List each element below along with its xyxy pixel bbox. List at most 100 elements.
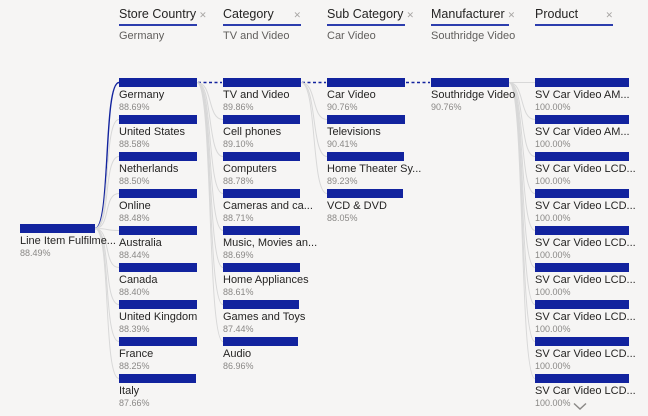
- node-value: 88.69%: [119, 102, 150, 112]
- connector: [196, 82, 224, 157]
- level-title[interactable]: Sub Category: [327, 7, 404, 21]
- scroll-down-chevron-icon[interactable]: [572, 398, 588, 416]
- node-label: Line Item Fulfilme...: [20, 235, 116, 247]
- node-label: Cameras and ca...: [223, 200, 313, 212]
- node-value-bar: [119, 152, 197, 161]
- node-value-bar: [20, 224, 95, 233]
- node-value: 88.61%: [223, 287, 254, 297]
- node-value: 100.00%: [535, 361, 571, 371]
- node-value-bar: [431, 78, 509, 87]
- tree-node-online[interactable]: Online 88.48%: [119, 189, 197, 223]
- tree-node-italy[interactable]: Italy 87.66%: [119, 374, 196, 408]
- node-value: 89.86%: [223, 102, 254, 112]
- node-value: 100.00%: [535, 250, 571, 260]
- remove-level-icon[interactable]: ✕: [293, 10, 301, 20]
- tree-node-cameras-and-ca[interactable]: Cameras and ca... 88.71%: [223, 189, 313, 223]
- tree-node-sv-car-video-lcd[interactable]: SV Car Video LCD... 100.00%: [535, 226, 636, 260]
- node-value-bar: [535, 78, 629, 87]
- node-label: Cell phones: [223, 126, 282, 138]
- tree-node-france[interactable]: France 88.25%: [119, 337, 197, 371]
- node-label: Home Appliances: [223, 274, 309, 286]
- tree-node-root[interactable]: Line Item Fulfilme... 88.49%: [20, 224, 116, 258]
- tree-node-sv-car-video-am[interactable]: SV Car Video AM... 100.00%: [535, 78, 630, 112]
- tree-node-computers[interactable]: Computers 88.78%: [223, 152, 300, 186]
- node-value-bar: [535, 337, 629, 346]
- tree-node-sv-car-video-lcd[interactable]: SV Car Video LCD... 100.00%: [535, 300, 636, 334]
- tree-node-southridge-video[interactable]: Southridge Video 90.76%: [431, 78, 515, 112]
- tree-node-united-kingdom[interactable]: United Kingdom 88.39%: [119, 300, 197, 334]
- node-value-bar: [327, 152, 404, 161]
- node-value-bar: [223, 337, 298, 346]
- node-label: Online: [119, 200, 151, 212]
- node-value-bar: [223, 300, 299, 309]
- node-label: SV Car Video AM...: [535, 126, 630, 138]
- tree-node-televisions[interactable]: Televisions 90.41%: [327, 115, 405, 149]
- tree-node-games-and-toys[interactable]: Games and Toys 87.44%: [223, 300, 305, 334]
- node-label: Televisions: [327, 126, 381, 138]
- node-value-bar: [119, 226, 197, 235]
- node-value: 88.44%: [119, 250, 150, 260]
- tree-node-vcd-dvd[interactable]: VCD & DVD 88.05%: [327, 189, 403, 223]
- tree-node-germany[interactable]: Germany 88.69%: [119, 78, 197, 112]
- connector: [94, 81, 120, 230]
- tree-node-sv-car-video-lcd[interactable]: SV Car Video LCD... 100.00%: [535, 337, 636, 371]
- connector: [94, 193, 120, 229]
- node-label: United States: [119, 126, 186, 138]
- level-header-category: Category ✕ TV and Video: [223, 7, 301, 42]
- node-label: Music, Movies an...: [223, 237, 318, 249]
- tree-node-home-appliances[interactable]: Home Appliances 88.61%: [223, 263, 309, 297]
- node-label: SV Car Video LCD...: [535, 200, 636, 212]
- level-header-row: Store Country ✕: [119, 7, 207, 26]
- tree-node-netherlands[interactable]: Netherlands 88.50%: [119, 152, 197, 186]
- connector: [508, 82, 536, 379]
- tree-node-music-movies-an[interactable]: Music, Movies an... 88.69%: [223, 226, 317, 260]
- remove-level-icon[interactable]: ✕: [605, 10, 613, 20]
- remove-level-icon[interactable]: ✕: [199, 10, 207, 20]
- node-value: 88.48%: [119, 213, 150, 223]
- tree-node-canada[interactable]: Canada 88.40%: [119, 263, 197, 297]
- level-title[interactable]: Product: [535, 7, 579, 21]
- remove-level-icon[interactable]: ✕: [406, 10, 414, 20]
- connector: [94, 156, 120, 229]
- tree-node-home-theater-sy[interactable]: Home Theater Sy... 89.23%: [327, 152, 421, 186]
- connector: [94, 119, 120, 229]
- tree-node-car-video[interactable]: Car Video 90.76%: [327, 78, 405, 112]
- node-value-bar: [327, 189, 403, 198]
- level-selected-value: Southridge Video: [431, 30, 516, 42]
- node-value-bar: [535, 300, 629, 309]
- node-value-bar: [535, 374, 629, 383]
- node-value: 88.25%: [119, 361, 150, 371]
- tree-node-sv-car-video-lcd[interactable]: SV Car Video LCD... 100.00%: [535, 263, 636, 297]
- tree-node-tv-and-video[interactable]: TV and Video 89.86%: [223, 78, 301, 112]
- tree-node-united-states[interactable]: United States 88.58%: [119, 115, 197, 149]
- tree-node-audio[interactable]: Audio 86.96%: [223, 337, 298, 371]
- tree-node-sv-car-video-lcd[interactable]: SV Car Video LCD... 100.00%: [535, 189, 636, 223]
- tree-node-cell-phones[interactable]: Cell phones 89.10%: [223, 115, 300, 149]
- node-label: Games and Toys: [223, 311, 306, 323]
- node-value: 90.41%: [327, 139, 358, 149]
- node-value-bar: [119, 78, 197, 87]
- level-title[interactable]: Category: [223, 7, 274, 21]
- connector: [508, 82, 536, 157]
- node-value-bar: [119, 300, 197, 309]
- tree-node-sv-car-video-lcd[interactable]: SV Car Video LCD... 100.00%: [535, 152, 636, 186]
- node-value: 88.49%: [20, 248, 51, 258]
- node-value-bar: [119, 337, 197, 346]
- connector: [94, 228, 120, 231]
- node-value-bar: [223, 115, 300, 124]
- node-label: SV Car Video LCD...: [535, 163, 636, 175]
- level-title[interactable]: Store Country: [119, 7, 197, 21]
- tree-node-australia[interactable]: Australia 88.44%: [119, 226, 197, 260]
- node-label: United Kingdom: [119, 311, 198, 323]
- node-value: 100.00%: [535, 398, 571, 408]
- level-title[interactable]: Manufacturer: [431, 7, 505, 21]
- tree-node-sv-car-video-am[interactable]: SV Car Video AM... 100.00%: [535, 115, 630, 149]
- remove-level-icon[interactable]: ✕: [507, 10, 516, 20]
- node-value: 90.76%: [327, 102, 358, 112]
- node-label: Australia: [119, 237, 162, 249]
- level-header-row: Manufacturer ✕: [431, 7, 515, 26]
- node-value-bar: [535, 115, 629, 124]
- tree-node-sv-car-video-lcd[interactable]: SV Car Video LCD... 100.00%: [535, 374, 636, 408]
- level-header-store-country: Store Country ✕ Germany: [119, 7, 207, 42]
- node-value: 100.00%: [535, 102, 571, 112]
